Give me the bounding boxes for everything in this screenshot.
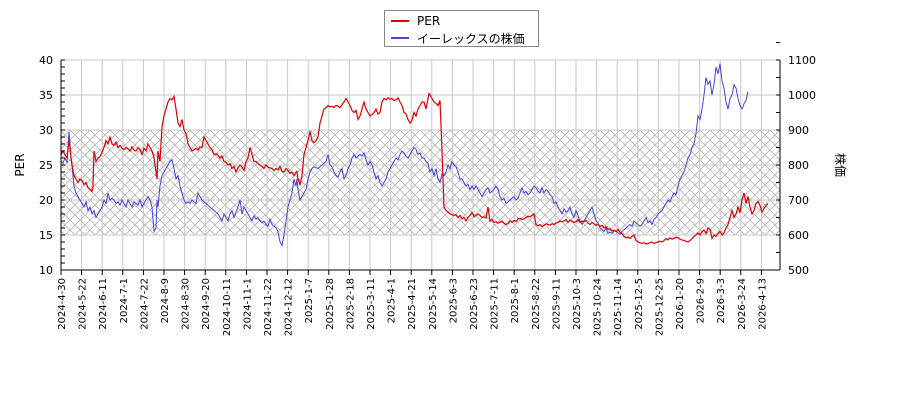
x-tick-label: 2025-2-18 [345,278,356,330]
x-tick-label: 2026-2-9 [696,278,707,323]
legend: PER イーレックスの株価 [384,10,539,47]
grid-lines [61,59,780,270]
y-right-tick-label: 1000 [788,89,816,102]
x-tick-label: 2025-3-11 [366,278,377,330]
x-tick-label: 2025-10-24 [593,278,604,336]
x-tick-label: 2024-8-30 [181,278,192,330]
y-right-tick-label: 800 [788,159,809,172]
legend-swatch-blue [391,37,409,39]
x-tick-label: 2024-7-22 [139,278,150,330]
x-tick-label: 2024-7-1 [119,278,130,323]
y-left-tick-label: 40 [39,54,53,67]
x-tick-label: 2025-8-1 [510,278,521,323]
x-tick-label: 2024-5-22 [78,278,89,330]
x-tick-label: 2024-10-11 [222,278,233,336]
price-line [61,63,749,247]
x-tick-label: 2026-3-24 [737,278,748,330]
legend-item-per: PER [391,13,440,29]
x-tick-label: 2025-6-23 [469,278,480,330]
y-left-tick-label: 10 [39,264,53,277]
shaded-band [61,130,780,235]
x-tick-label: 2025-6-3 [448,278,459,323]
y-left-tick-label: 20 [39,194,53,207]
x-tick-label: 2024-4-30 [57,278,68,330]
x-tick-label: 2025-7-11 [490,278,501,330]
per-line [61,92,769,245]
x-tick-label: 2025-9-11 [551,278,562,330]
x-tick-label: 2025-12-5 [634,278,645,330]
y-left-tick-label: 15 [39,229,53,242]
x-tick-label: 2024-9-20 [201,278,212,330]
x-tick-label: 2025-11-14 [613,278,624,336]
x-tick-label: 2026-3-3 [716,278,727,323]
legend-item-price: イーレックスの株価 [391,30,525,46]
y-axis-right-label: 株価 [833,153,848,177]
x-tick-label: 2026-1-20 [675,278,686,330]
y-right-tick-label: 500 [788,264,809,277]
x-tick-label: 2024-8-9 [160,278,171,323]
y-left-tick-label: 35 [39,89,53,102]
x-tick-label: 2024-12-12 [284,278,295,336]
x-tick-label: 2025-4-21 [407,278,418,330]
y-right-tick-label: 600 [788,229,809,242]
y-right-tick-label: 900 [788,124,809,137]
legend-swatch-red [391,20,409,22]
x-tick-label: 2025-4-1 [387,278,398,323]
x-tick-label: 2024-11-1 [242,278,253,330]
x-tick-label: 2025-1-7 [304,278,315,323]
x-tick-label: 2026-4-13 [757,278,768,330]
y-right-tick-label: 1100 [788,54,816,67]
x-tick-label: 2025-8-22 [531,278,542,330]
y-right-tick-label: 700 [788,194,809,207]
x-tick-label: 2024-6-11 [98,278,109,330]
x-tick-label: 2025-5-14 [428,278,439,330]
legend-label-per: PER [417,14,441,28]
x-tick-label: 2025-10-3 [572,278,583,330]
y-axis-left-label: PER [13,153,27,176]
y-left-tick-label: 25 [39,159,53,172]
y-left-tick-label: 30 [39,124,53,137]
x-tick-label: 2024-11-22 [263,278,274,336]
x-tick-label: 2025-12-25 [654,278,665,336]
x-tick-label: 2025-1-28 [325,278,336,330]
legend-label-price: イーレックスの株価 [417,31,525,46]
axes: 2024-4-30 2024-5-22 2024-6-11 2024-7-1 2024-… [39,42,816,336]
